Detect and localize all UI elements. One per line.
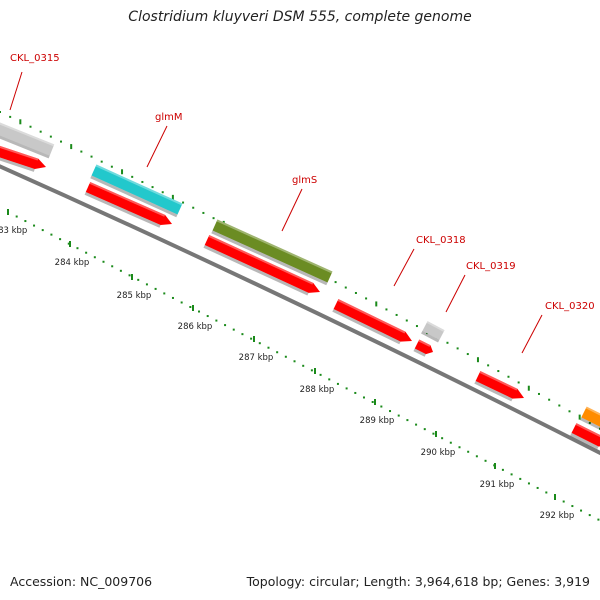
gene-label-leader xyxy=(445,274,466,313)
genome-title: Clostridium kluyveri DSM 555, complete g… xyxy=(128,9,472,25)
kbp-tick-label: 290 kbp xyxy=(421,448,456,458)
kbp-tick-label: 285 kbp xyxy=(117,291,152,301)
gene-label-ckl0319: CKL_0319 xyxy=(466,261,516,272)
feature-arrow xyxy=(332,299,412,345)
feature-arrow xyxy=(474,371,525,402)
kbp-tick-label: 288 kbp xyxy=(300,385,335,395)
feature-arrow xyxy=(570,423,600,450)
gene-label-ckl0315: CKL_0315 xyxy=(10,53,60,64)
feature-arrow xyxy=(203,235,320,296)
feature-arrow xyxy=(413,339,434,357)
kbp-tick-label: 291 kbp xyxy=(480,480,515,490)
kbp-tick-label: 284 kbp xyxy=(55,258,90,268)
gene-label-leader xyxy=(281,188,303,232)
gene-ckl0319-block xyxy=(421,321,445,343)
gene-glmm-block xyxy=(90,164,183,218)
gene-glms-block xyxy=(211,219,333,286)
accession-text: Accession: NC_009706 xyxy=(10,574,153,589)
genome-backbone xyxy=(0,164,600,456)
gene-label-ckl0320: CKL_0320 xyxy=(545,301,595,312)
kbp-tick-label: 283 kbp xyxy=(0,226,27,236)
kbp-tick-label: 287 kbp xyxy=(239,353,274,363)
kbp-tick-label: 286 kbp xyxy=(178,322,213,332)
kbp-tick-label: 292 kbp xyxy=(540,511,575,521)
gene-ckl0315-block xyxy=(0,121,55,159)
feature-arrow xyxy=(84,181,172,228)
gene-label-leader xyxy=(146,125,168,168)
gene-label-glms: glmS xyxy=(292,175,317,186)
genome-summary-text: Topology: circular; Length: 3,964,618 bp… xyxy=(246,574,590,589)
gene-label-leader xyxy=(521,314,543,354)
gene-orange-block xyxy=(579,406,600,434)
gene-label-leader xyxy=(393,248,415,287)
feature-arrow xyxy=(0,144,47,172)
gene-label-glmm: glmM xyxy=(155,112,183,123)
gene-label-ckl0318: CKL_0318 xyxy=(416,235,466,246)
gene-label-leader xyxy=(9,71,23,111)
kbp-tick-label: 289 kbp xyxy=(360,416,395,426)
